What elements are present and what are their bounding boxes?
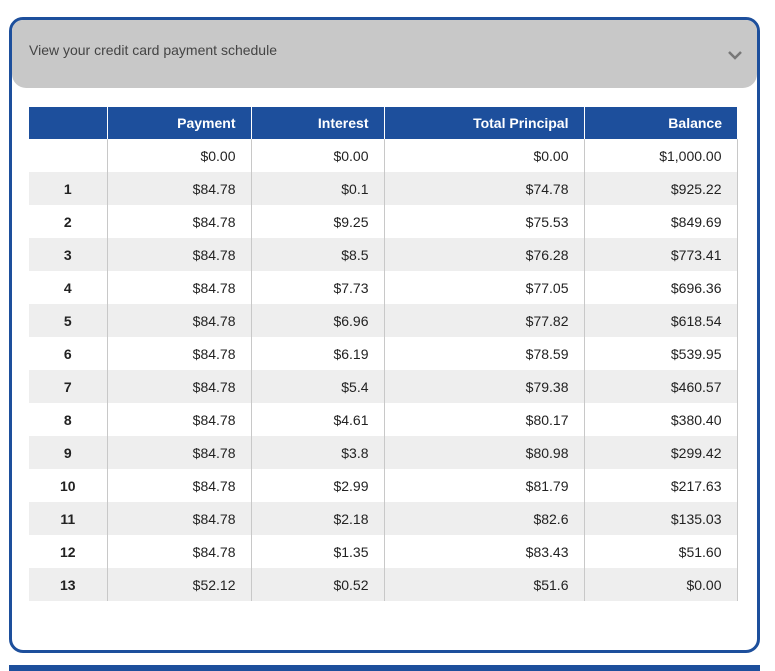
table-cell: $925.22 bbox=[583, 172, 738, 205]
table-cell: $74.78 bbox=[383, 172, 584, 205]
table-cell: $84.78 bbox=[106, 337, 251, 370]
row-number: 9 bbox=[29, 436, 107, 469]
row-number: 12 bbox=[59, 543, 76, 560]
chevron-icon bbox=[728, 51, 742, 60]
table-cell: $84.78 bbox=[106, 238, 251, 271]
table-row: 6 $84.78 $6.19 $78.59 $539.95 bbox=[29, 337, 738, 370]
table-cell: $84.78 bbox=[106, 436, 251, 469]
table-cell: $84.78 bbox=[106, 535, 251, 568]
table-cell: $0.52 bbox=[250, 568, 384, 601]
table-cell: $0.00 bbox=[106, 139, 251, 172]
schedule-table: Payment Interest Total Principal Balance $0… bbox=[29, 107, 738, 601]
table-row: 11 $84.78 $2.18 $82.6 $135.03 bbox=[29, 502, 738, 535]
table-row: 9 $84.78 $3.8 $80.98 $299.42 bbox=[29, 436, 738, 469]
table-cell: $79.38 bbox=[383, 370, 584, 403]
table-cell: $135.03 bbox=[583, 502, 738, 535]
table-cell: $2.18 bbox=[250, 502, 384, 535]
table-cell: $75.53 bbox=[383, 205, 584, 238]
table-cell: $0.1 bbox=[250, 172, 384, 205]
table-cell: $77.05 bbox=[383, 271, 584, 304]
table-row: 4 $84.78 $7.73 $77.05 $696.36 bbox=[29, 271, 738, 304]
table-row: 7 $84.78 $5.4 $79.38 $460.57 bbox=[29, 370, 738, 403]
row-number bbox=[29, 139, 107, 172]
table-cell: $7.73 bbox=[250, 271, 384, 304]
table-cell: $76.28 bbox=[383, 238, 584, 271]
table-cell: $460.57 bbox=[583, 370, 738, 403]
table-cell: $849.69 bbox=[583, 205, 738, 238]
table-row: 12 $84.78 $1.35 $83.43 $51.60 bbox=[29, 535, 738, 568]
column-header: Total Principal bbox=[383, 107, 584, 139]
schedule-card: View your credit card payment schedule P… bbox=[9, 17, 760, 653]
table-cell: $6.19 bbox=[250, 337, 384, 370]
table-row: 13 $52.12 $0.52 $51.6 $0.00 bbox=[29, 568, 738, 601]
table-row: 2 $84.78 $9.25 $75.53 $849.69 bbox=[29, 205, 738, 238]
table-cell: $618.54 bbox=[583, 304, 738, 337]
table-cell: $217.63 bbox=[583, 469, 738, 502]
table-row: 5 $84.78 $6.96 $77.82 $618.54 bbox=[29, 304, 738, 337]
table-cell: $5.4 bbox=[250, 370, 384, 403]
table-cell: $9.25 bbox=[250, 205, 384, 238]
table-row: 1 $84.78 $0.1 $74.78 $925.22 bbox=[29, 172, 738, 205]
table-cell: $51.6 bbox=[383, 568, 584, 601]
column-header: Interest bbox=[250, 107, 384, 139]
table-cell: $8.5 bbox=[250, 238, 384, 271]
table-cell: $84.78 bbox=[106, 304, 251, 337]
table-cell: $380.40 bbox=[583, 403, 738, 436]
row-number: 7 bbox=[29, 370, 107, 403]
accordion-title: View your credit card payment schedule bbox=[29, 42, 277, 58]
row-number: 4 bbox=[63, 279, 72, 296]
column-header: Payment bbox=[106, 107, 251, 139]
table-cell: $773.41 bbox=[583, 238, 738, 271]
table-cell: $81.79 bbox=[383, 469, 584, 502]
table-cell: $84.78 bbox=[106, 403, 251, 436]
table-cell: $3.8 bbox=[250, 436, 384, 469]
row-number: 1 bbox=[29, 172, 107, 205]
table-cell: $696.36 bbox=[583, 271, 738, 304]
table-row: $0.00 $0.00 $0.00 $1,000.00 bbox=[29, 139, 738, 172]
column-header: Balance bbox=[583, 107, 737, 139]
table-cell: $0.00 bbox=[383, 139, 584, 172]
table-cell: $80.98 bbox=[383, 436, 584, 469]
accordion-header[interactable]: View your credit card payment schedule bbox=[12, 20, 757, 88]
table-cell: $78.59 bbox=[383, 337, 584, 370]
table-cell: $51.60 bbox=[583, 535, 738, 568]
row-number: 10 bbox=[59, 477, 76, 494]
row-number: 8 bbox=[63, 411, 72, 428]
table-cell: $77.82 bbox=[383, 304, 584, 337]
table-cell: $84.78 bbox=[106, 469, 251, 502]
header-row: Payment Interest Total Principal Balance bbox=[29, 107, 737, 139]
column-header bbox=[29, 107, 107, 139]
row-number: 3 bbox=[29, 238, 107, 271]
row-number: 13 bbox=[29, 568, 107, 601]
table-cell: $0.00 bbox=[250, 139, 384, 172]
row-number: 2 bbox=[63, 213, 72, 230]
table-row: 10 $84.78 $2.99 $81.79 $217.63 bbox=[29, 469, 738, 502]
footer-bar bbox=[9, 665, 760, 671]
table-cell: $2.99 bbox=[250, 469, 384, 502]
table-row: 3 $84.78 $8.5 $76.28 $773.41 bbox=[29, 238, 738, 271]
table-cell: $83.43 bbox=[383, 535, 584, 568]
row-number: 5 bbox=[29, 304, 107, 337]
table-cell: $539.95 bbox=[583, 337, 738, 370]
table-cell: $82.6 bbox=[383, 502, 584, 535]
table-cell: $0.00 bbox=[583, 568, 738, 601]
table-cell: $52.12 bbox=[106, 568, 251, 601]
table-cell: $84.78 bbox=[106, 370, 251, 403]
table-row: 8 $84.78 $4.61 $80.17 $380.40 bbox=[29, 403, 738, 436]
table-cell: $4.61 bbox=[250, 403, 384, 436]
table-cell: $84.78 bbox=[106, 205, 251, 238]
table-cell: $1.35 bbox=[250, 535, 384, 568]
table-cell: $84.78 bbox=[106, 502, 251, 535]
table-cell: $84.78 bbox=[106, 172, 251, 205]
table-cell: $6.96 bbox=[250, 304, 384, 337]
row-number: 6 bbox=[63, 345, 72, 362]
table-cell: $84.78 bbox=[106, 271, 251, 304]
row-number: 11 bbox=[29, 502, 107, 535]
table-cell: $299.42 bbox=[583, 436, 738, 469]
table-cell: $80.17 bbox=[383, 403, 584, 436]
table-cell: $1,000.00 bbox=[583, 139, 738, 172]
